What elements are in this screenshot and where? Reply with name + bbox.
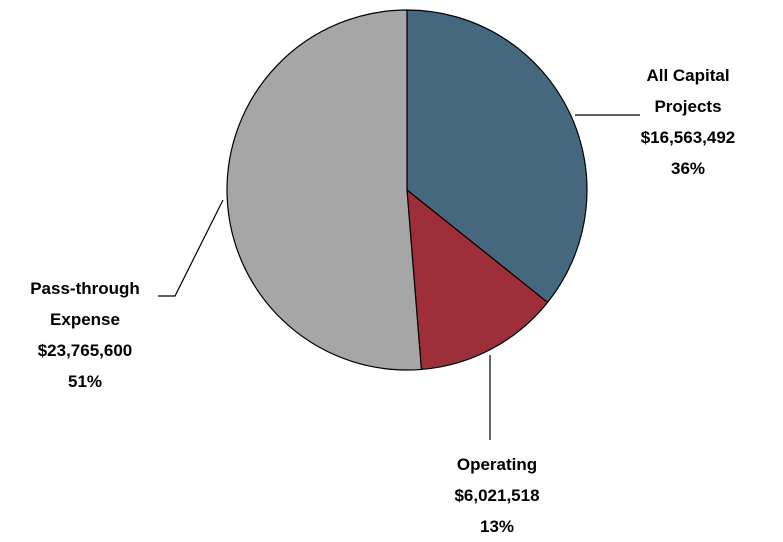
pie-slice [406,9,588,304]
slice-label: Operating $6,021,518 13% [422,449,572,542]
value-label: $23,765,600 [37,341,133,360]
category-label: Operating [456,455,538,474]
slice-label: Pass-through Expense $23,765,600 51% [10,273,160,397]
percent-label: 51% [67,372,103,391]
percent-label: 13% [479,517,515,536]
pie-slice [226,9,423,371]
slice-label: All Capital Projects $16,563,492 36% [623,60,753,184]
value-label: $6,021,518 [454,486,540,505]
category-label: Pass-through Expense [30,279,140,329]
leader-line [158,199,224,297]
category-label: All Capital Projects [646,66,730,116]
pie-slice [406,188,549,371]
percent-label: 36% [670,159,706,178]
value-label: $16,563,492 [640,128,736,147]
